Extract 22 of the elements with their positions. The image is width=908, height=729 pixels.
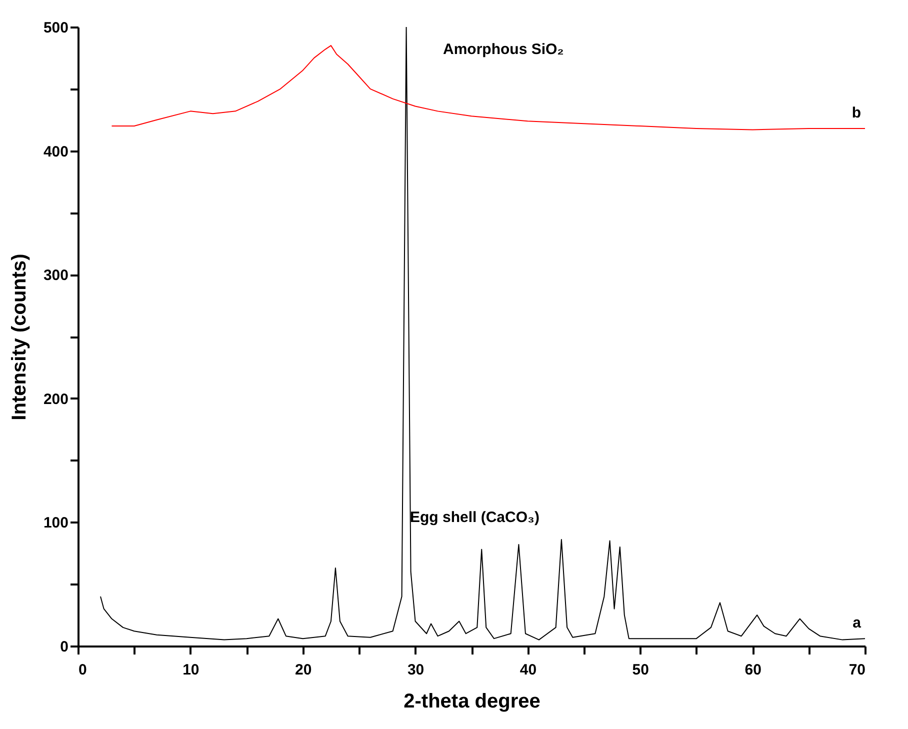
y-tick-label: 100 [43, 514, 68, 532]
x-tick-label: 70 [848, 662, 866, 678]
x-tick-label: 30 [407, 662, 424, 678]
annotation: Amorphous SiO₂ [443, 41, 564, 58]
y-tick-label: 200 [43, 390, 68, 408]
x-tick-label: 10 [182, 662, 200, 678]
y-axis-title: Intensity (counts) [8, 254, 30, 420]
x-tick-label: 40 [520, 662, 537, 678]
series-label: a [852, 614, 862, 632]
y-tick-label: 400 [43, 143, 68, 160]
x-axis-title: 2-theta degree [404, 690, 540, 712]
line-series [100, 27, 865, 640]
x-tick-label: 20 [295, 662, 312, 678]
line-series [111, 45, 865, 130]
y-tick-label: 300 [43, 267, 68, 284]
series-label: b [852, 104, 861, 122]
x-tick-label: 60 [744, 662, 762, 678]
x-tick-label: 50 [632, 662, 649, 678]
y-tick-label: 500 [43, 20, 68, 36]
y-tick-label: 0 [60, 638, 68, 656]
x-tick-label: 0 [78, 662, 87, 678]
annotation: Egg shell (CaCO₃) [410, 509, 540, 526]
